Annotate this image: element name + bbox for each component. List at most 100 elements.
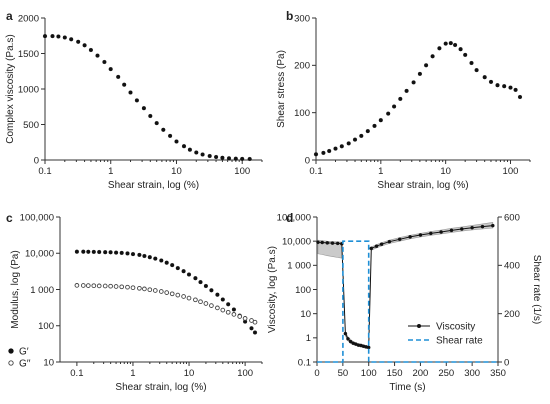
data-point [430,54,435,59]
y-axis-label: Shear stress (Pa) [276,50,287,128]
legend-label: Viscosity [436,322,475,333]
x-tick-label: 100 [237,368,253,379]
data-point [339,144,344,149]
data-point [346,141,351,146]
x-tick-label: 0 [314,368,319,379]
data-point [369,246,374,251]
data-point [502,84,507,89]
data-point [470,225,474,230]
data-point [453,42,458,48]
data-point [91,249,96,254]
data-point [365,129,370,134]
data-point [207,153,212,159]
data-point [186,295,192,301]
data-point [80,283,86,288]
y-tick-label: 100 [295,285,311,296]
data-point [316,240,320,245]
data-point [122,82,127,87]
y2-axis-label: Shear rate (1/s) [531,255,542,324]
data-point [74,249,79,254]
data-point [74,283,80,288]
series-line [317,240,498,363]
panel-letter-b: b [286,9,293,23]
data-point [233,156,238,161]
data-point [119,284,125,290]
data-point [152,288,158,293]
data-point [226,156,232,161]
data-point [482,75,487,80]
data-point [495,83,500,88]
legend-label: G′′ [19,359,31,370]
data-point [154,121,159,126]
data-point [181,144,187,149]
data-point [88,47,93,53]
data-point [220,297,225,302]
data-point [325,241,330,245]
y-tick-label: 1000 [18,84,39,95]
y-axis-label: Viscosity, log (Pa.s) [267,246,278,333]
data-point [108,283,113,289]
data-point [327,148,332,154]
y-tick-label: 10 [300,309,311,320]
data-point [474,68,479,73]
data-point [463,52,468,57]
data-point [114,250,119,255]
y-tick-label: 1 000 [287,261,311,272]
data-point [346,337,350,341]
data-point [119,250,124,255]
data-point [97,249,102,255]
y-tick-label: 10 [43,357,54,368]
data-point [392,104,397,109]
data-point [193,276,198,281]
legend-label: Shear rate [436,336,483,347]
data-point [96,283,102,289]
y-tick-label: 100 [294,108,310,119]
legend-label: G′ [19,347,29,358]
y-tick-label: 2000 [18,13,39,24]
error-band [371,222,494,251]
data-point [130,252,136,257]
data-point [378,118,383,123]
x-axis-label: Shear strain, log (%) [377,180,468,191]
y-tick-label: 1 [306,333,311,344]
data-point [82,43,87,48]
panel-b: b 0.1 1 10 100 0 100 200 300 Shear strain, log (%… [276,9,531,191]
data-point [220,307,226,313]
data-point [102,59,107,65]
data-point [147,287,153,293]
data-point [148,113,153,119]
data-point [137,252,142,257]
data-point [411,80,416,85]
data-point [103,250,108,255]
data-point [86,249,91,254]
data-point [460,227,464,231]
data-point [359,133,364,138]
x-tick-label: 10 [171,166,182,177]
data-point [429,231,433,236]
data-point [56,34,61,39]
data-point [181,269,186,274]
data-point [491,223,495,228]
data-point [81,249,86,254]
data-point [348,339,353,344]
x-tick-label: 1 [378,166,383,177]
x-tick-label: 0.1 [70,368,83,379]
data-point [108,67,113,72]
y-axis-label: Modulus, log (Pa) [10,250,21,328]
panel-letter-c: c [6,211,13,225]
data-point [404,88,409,93]
data-point [76,39,81,44]
x-tick-label: 150 [387,368,403,379]
y-tick-label: 300 [294,13,310,24]
y-tick-label: 0.1 [298,357,311,368]
x-tick-label: 100 [503,166,519,177]
data-point [387,239,392,244]
data-point [116,74,121,79]
data-point [141,106,146,111]
data-point [231,312,237,317]
data-point [174,139,179,144]
data-point [142,286,147,292]
x-tick-label: 50 [338,368,349,379]
data-point [448,41,453,46]
